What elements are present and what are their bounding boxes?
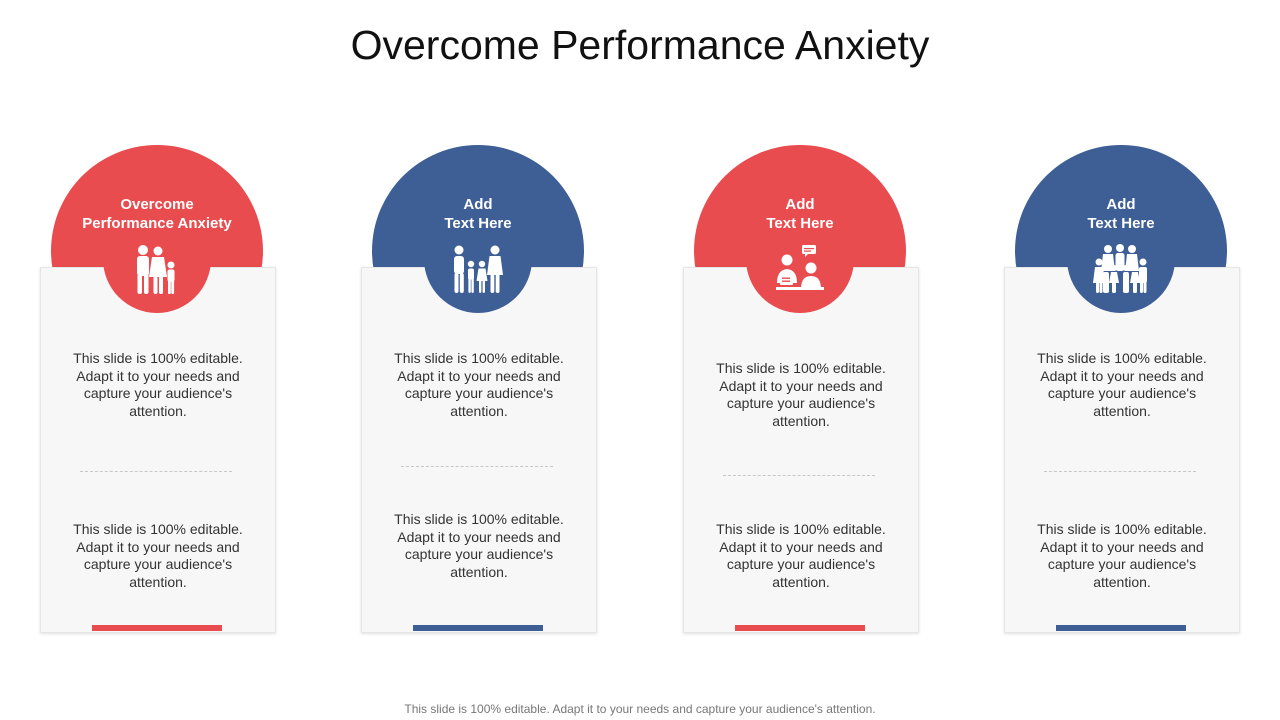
content-card bbox=[361, 267, 597, 633]
family-four-icon bbox=[454, 245, 503, 293]
column-heading: Add Text Here bbox=[766, 196, 834, 232]
footer-note: This slide is 100% editable. Adapt it to… bbox=[404, 702, 876, 716]
column-text-top: This slide is 100% editable. Adapt it to… bbox=[394, 350, 564, 419]
column-3: Add Text Here This slide is 100% editabl… bbox=[683, 145, 919, 635]
column-text-top: This slide is 100% editable. Adapt it to… bbox=[716, 360, 886, 429]
column-heading: Add Text Here bbox=[1087, 196, 1155, 232]
content-card bbox=[683, 267, 919, 633]
accent-bar bbox=[413, 625, 543, 631]
large-family-icon bbox=[1093, 244, 1147, 293]
icon-badge bbox=[1067, 235, 1175, 313]
divider bbox=[401, 466, 553, 467]
column-heading: Overcome Performance Anxiety bbox=[82, 196, 232, 232]
column-text-bottom: This slide is 100% editable. Adapt it to… bbox=[73, 521, 243, 590]
column-text-bottom: This slide is 100% editable. Adapt it to… bbox=[394, 511, 564, 580]
column-text-top: This slide is 100% editable. Adapt it to… bbox=[73, 350, 243, 419]
accent-bar bbox=[1056, 625, 1186, 631]
divider bbox=[723, 475, 875, 476]
column-text-bottom: This slide is 100% editable. Adapt it to… bbox=[716, 521, 886, 590]
icon-badge bbox=[424, 235, 532, 313]
divider bbox=[1044, 471, 1196, 472]
page-title: Overcome Performance Anxiety bbox=[350, 22, 930, 68]
column-4: Add Text Here This slide is 100% editabl… bbox=[1004, 145, 1240, 635]
content-card bbox=[1004, 267, 1240, 633]
accent-bar bbox=[735, 625, 865, 631]
counseling-icon bbox=[776, 245, 824, 290]
column-text-top: This slide is 100% editable. Adapt it to… bbox=[1037, 350, 1207, 419]
icon-badge bbox=[746, 235, 854, 313]
content-card bbox=[40, 267, 276, 633]
divider bbox=[80, 471, 232, 472]
column-text-bottom: This slide is 100% editable. Adapt it to… bbox=[1037, 521, 1207, 590]
accent-bar bbox=[92, 625, 222, 631]
column-heading: Add Text Here bbox=[444, 196, 512, 232]
column-2: Add Text Here This slide is 100% editabl… bbox=[361, 145, 597, 635]
column-1: Overcome Performance Anxiety This slide … bbox=[40, 145, 276, 635]
family-icon bbox=[137, 245, 175, 294]
